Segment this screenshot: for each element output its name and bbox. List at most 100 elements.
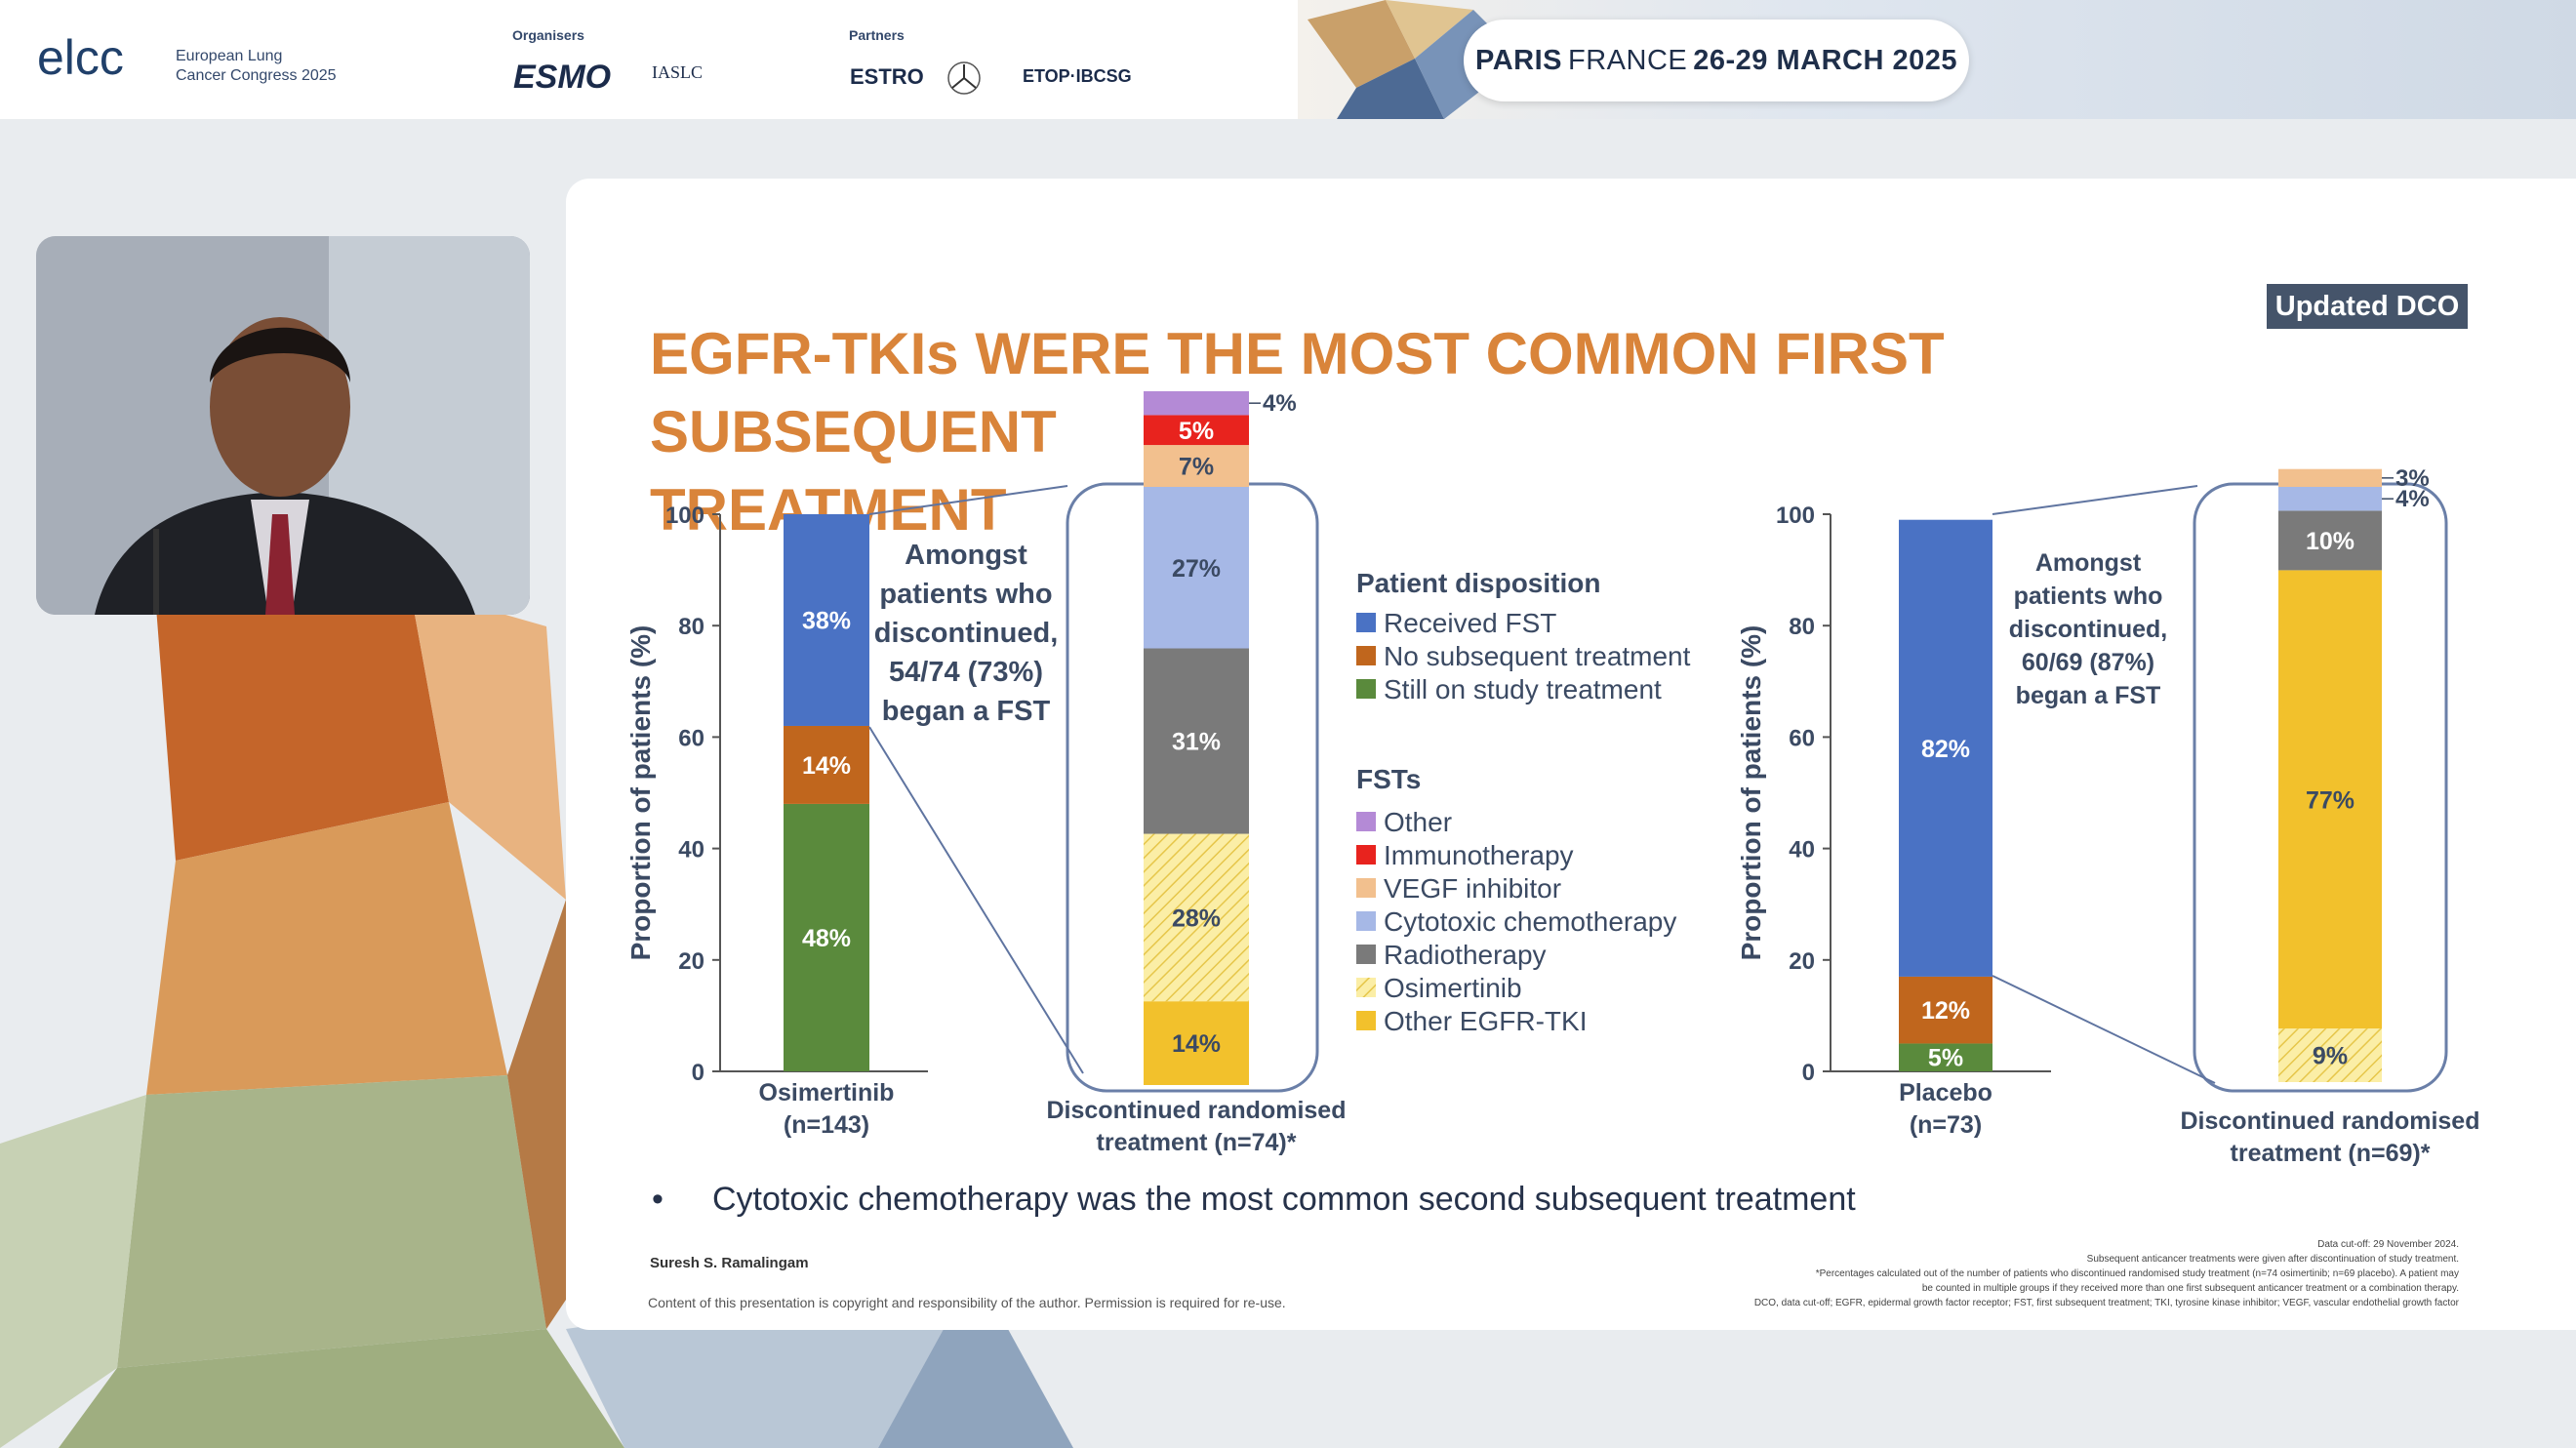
y-tick-label: 60 xyxy=(1789,725,1815,751)
category-label: Discontinued randomised xyxy=(2181,1107,2480,1135)
legend-fst-title: FSTs xyxy=(1356,764,1421,794)
connector-line-bottom xyxy=(1992,975,2216,1084)
y-tick-label: 60 xyxy=(678,725,704,751)
data-label-received-fst: 38% xyxy=(802,607,851,634)
legend-item-cytotoxic-chemotherapy: Cytotoxic chemotherapy xyxy=(1384,906,1676,937)
legend-swatch-radiotherapy xyxy=(1356,945,1376,964)
y-tick-label: 100 xyxy=(1776,503,1815,529)
data-label-vegf-inhibitor: 3% xyxy=(2395,465,2430,492)
y-tick-label: 40 xyxy=(1789,837,1815,864)
legend-item-received-fst: Received FST xyxy=(1384,608,1556,638)
legend-item-vegf-inhibitor: VEGF inhibitor xyxy=(1384,873,1561,904)
bar-segment-cytotoxic-chemotherapy xyxy=(1144,487,1249,649)
annotation-text: discontinued, xyxy=(874,618,1059,649)
event-country: FRANCE xyxy=(1568,44,1688,76)
data-label-radiotherapy: 31% xyxy=(1172,729,1221,756)
bar-segment-still-on-study-treatment xyxy=(784,803,869,1071)
updated-dco-badge: Updated DCO xyxy=(2267,284,2468,329)
bar-segment-no-subsequent-treatment xyxy=(784,725,869,804)
bar-segment-other-egfr-tki xyxy=(2278,570,2382,1029)
data-label-received-fst: 82% xyxy=(1921,736,1970,763)
legend-disposition-title: Patient disposition xyxy=(1356,568,1600,598)
data-label-cytotoxic-chemotherapy: 27% xyxy=(1172,555,1221,583)
legend-item-immunotherapy: Immunotherapy xyxy=(1384,840,1574,870)
annotation-text: patients who xyxy=(2014,583,2163,610)
annotation-text: discontinued, xyxy=(2009,616,2168,643)
connector-line-top xyxy=(868,485,1068,515)
bar-segment-osimertinib xyxy=(1144,833,1249,1002)
bar-segment-still-on-study-treatment xyxy=(1899,1043,1992,1071)
author-name: Suresh S. Ramalingam xyxy=(650,1255,809,1271)
organisers-heading: Organisers xyxy=(512,27,584,43)
category-label: treatment (n=69)* xyxy=(2231,1140,2431,1167)
bar-segment-immunotherapy xyxy=(1144,415,1249,446)
category-label: (n=73) xyxy=(1910,1111,1982,1139)
data-label-still-on-study-treatment: 48% xyxy=(802,925,851,952)
data-label-other: 4% xyxy=(1263,390,1297,417)
category-label: treatment (n=74)* xyxy=(1097,1129,1297,1156)
legend-item-still-on-study-treatment: Still on study treatment xyxy=(1384,674,1662,704)
bar-segment-osimertinib xyxy=(2278,1028,2382,1082)
estro-logo: ESTRO xyxy=(850,64,924,89)
legend-item-osimertinib: Osimertinib xyxy=(1384,973,1522,1003)
bullet-icon: • xyxy=(652,1181,664,1218)
annotation-text: Amongst xyxy=(905,540,1027,571)
legend-swatch-other xyxy=(1356,812,1376,831)
legend-swatch-still-on-study-treatment xyxy=(1356,679,1376,699)
annotation-text: Amongst xyxy=(2035,549,2142,577)
category-label: Osimertinib xyxy=(759,1079,895,1106)
data-label-cytotoxic-chemotherapy: 4% xyxy=(2395,486,2430,512)
y-tick-label: 80 xyxy=(1789,614,1815,640)
bar-segment-received-fst xyxy=(784,514,869,726)
legend-swatch-osimertinib xyxy=(1356,978,1376,997)
y-tick-label: 0 xyxy=(1802,1060,1815,1086)
y-axis-title: Proportion of patients (%) xyxy=(625,625,656,961)
event-dates: 26-29 MARCH 2025 xyxy=(1693,44,1957,76)
legend-swatch-vegf-inhibitor xyxy=(1356,878,1376,898)
data-label-osimertinib: 28% xyxy=(1172,905,1221,932)
bar-segment-vegf-inhibitor xyxy=(1144,445,1249,487)
connector-line-top xyxy=(1992,485,2198,515)
bullet-text: Cytotoxic chemotherapy was the most comm… xyxy=(712,1181,1856,1218)
category-label: Discontinued randomised xyxy=(1047,1097,1347,1124)
annotation-text: 54/74 (73%) xyxy=(889,657,1043,688)
annotation-text: began a FST xyxy=(882,696,1051,727)
data-label-other-egfr-tki: 77% xyxy=(2306,786,2355,814)
etop-ibcsg-logo: ETOP·IBCSG xyxy=(1023,66,1132,86)
data-label-other-egfr-tki: 14% xyxy=(1172,1030,1221,1058)
data-label-still-on-study-treatment: 5% xyxy=(1928,1045,1963,1072)
legend-swatch-received-fst xyxy=(1356,613,1376,632)
copyright-notice: Content of this presentation is copyrigh… xyxy=(648,1295,1286,1310)
y-axis-title: Proportion of patients (%) xyxy=(1736,625,1766,961)
y-tick-label: 40 xyxy=(678,837,704,864)
bar-segment-other xyxy=(1144,390,1249,416)
bar-segment-received-fst xyxy=(1899,519,1992,977)
legend-item-radiotherapy: Radiotherapy xyxy=(1384,940,1547,970)
presentation-slide xyxy=(566,179,2576,1330)
legend-item-other: Other xyxy=(1384,807,1452,837)
partners-heading: Partners xyxy=(849,27,905,43)
speaker-silhouette xyxy=(36,236,530,615)
legend-item-no-subsequent-treatment: No subsequent treatment xyxy=(1384,641,1691,671)
legend-swatch-immunotherapy xyxy=(1356,845,1376,865)
legend-swatch-no-subsequent-treatment xyxy=(1356,646,1376,665)
legend-swatch-other-egfr-tki xyxy=(1356,1011,1376,1030)
category-label: (n=143) xyxy=(784,1111,869,1139)
bar-segment-radiotherapy xyxy=(1144,648,1249,834)
category-label: Placebo xyxy=(1899,1079,1992,1106)
data-label-immunotherapy: 5% xyxy=(1179,418,1214,445)
footnotes: Data cut-off: 29 November 2024. Subseque… xyxy=(1753,1239,2459,1308)
esmo-logo: ESMO xyxy=(513,59,612,96)
bar-segment-no-subsequent-treatment xyxy=(1899,976,1992,1044)
y-tick-label: 100 xyxy=(665,503,704,529)
data-label-osimertinib: 9% xyxy=(2313,1043,2348,1070)
background-mosaic xyxy=(0,587,1073,1448)
data-label-no-subsequent-treatment: 14% xyxy=(802,752,851,780)
y-tick-label: 20 xyxy=(1789,948,1815,975)
elcc-logo: elcc xyxy=(37,30,124,85)
connector-line-bottom xyxy=(868,726,1084,1074)
data-label-no-subsequent-treatment: 12% xyxy=(1921,997,1970,1025)
annotation-text: 60/69 (87%) xyxy=(2022,649,2154,676)
bar-segment-vegf-inhibitor xyxy=(2278,468,2382,487)
event-city: PARIS xyxy=(1475,44,1562,76)
